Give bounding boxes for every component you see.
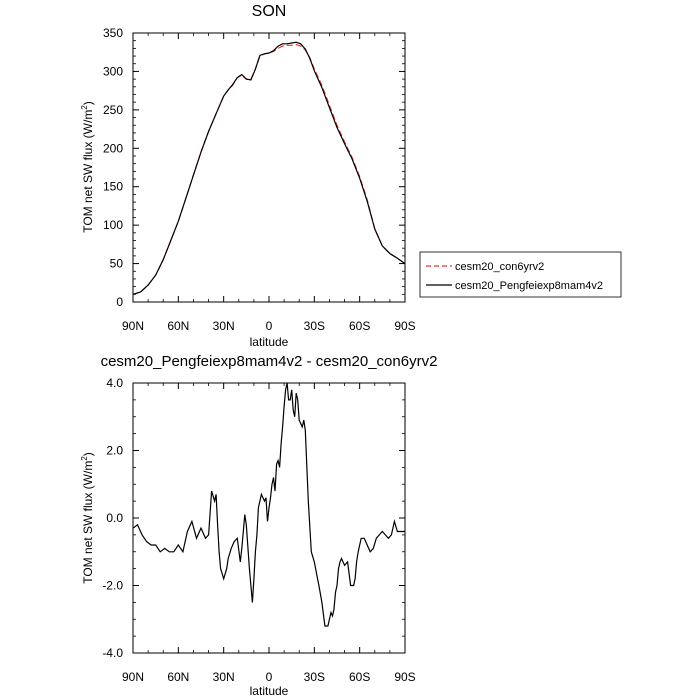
top-x-axis-label: latitude [250, 335, 289, 349]
top-y-tick-label: 200 [103, 141, 123, 155]
bottom-y-tick-label: 0.0 [106, 511, 123, 525]
bottom-series-line-0 [132, 382, 405, 627]
bottom-chart-title: cesm20_Pengfeiexp8mam4v2 - cesm20_con6yr… [101, 353, 438, 370]
top-x-tick-label: 30S [304, 319, 325, 333]
bottom-x-tick-label: 0 [266, 670, 273, 684]
bottom-x-tick-label: 30S [304, 670, 325, 684]
bottom-y-tick-label: -4.0 [102, 646, 123, 660]
top-y-tick-label: 300 [103, 64, 123, 78]
top-plot-frame [132, 32, 406, 303]
top-y-tick-label: 100 [103, 218, 123, 232]
top-series-group [132, 41, 406, 295]
top-x-tick-label: 90S [394, 319, 415, 333]
top-x-tick-label: 90N [122, 319, 144, 333]
bottom-plot-frame [132, 382, 406, 654]
top-x-ticks: 90N 60N 30N 0 30S 60S 90S [122, 33, 416, 333]
bottom-y-tick-label: 4.0 [106, 376, 123, 390]
bottom-x-axis-label: latitude [250, 684, 289, 698]
top-y-tick-label: 50 [110, 257, 124, 271]
top-y-axis-label: TOM net SW flux (W/m2) [80, 101, 95, 233]
bottom-x-ticks: 90N 60N 30N 0 30S 60S 90S [122, 383, 416, 684]
top-y-tick-label: 0 [116, 295, 123, 309]
bottom-y-tick-label: -2.0 [102, 579, 123, 593]
top-x-tick-label: 60N [167, 319, 189, 333]
top-series-line-0 [132, 43, 406, 295]
top-x-tick-label: 0 [266, 319, 273, 333]
legend-frame [419, 251, 622, 298]
bottom-x-tick-label: 30N [213, 670, 235, 684]
top-panel: SON 90N 60N 30N 0 30S 60S 90S 0 50 100 150 200 250 3… [80, 3, 622, 349]
bottom-x-tick-label: 60N [167, 670, 189, 684]
bottom-x-tick-label: 90S [394, 670, 415, 684]
bottom-y-ticks: -4.0 -2.0 0.0 2.0 4.0 [102, 376, 405, 660]
legend: cesm20_con6yrv2 cesm20_Pengfeiexp8mam4v2 [419, 251, 622, 298]
top-chart-title: SON [252, 3, 287, 20]
bottom-y-axis-label-main: TOM net SW flux (W/m [81, 461, 95, 584]
top-y-tick-label: 350 [103, 26, 123, 40]
bottom-y-axis-label-sup: 2 [80, 456, 89, 461]
bottom-y-tick-label: 2.0 [106, 444, 123, 458]
top-series-line-1 [132, 41, 406, 295]
bottom-y-axis-label-close: ) [81, 452, 95, 456]
legend-label-control: cesm20_con6yrv2 [455, 261, 544, 273]
bottom-panel: cesm20_Pengfeiexp8mam4v2 - cesm20_con6yr… [80, 353, 437, 698]
bottom-x-tick-label: 90N [122, 670, 144, 684]
bottom-series-group [132, 382, 405, 627]
top-y-ticks: 0 50 100 150 200 250 300 350 [103, 26, 405, 309]
top-y-axis-label-main: TOM net SW flux (W/m [81, 110, 95, 233]
legend-label-experiment: cesm20_Pengfeiexp8mam4v2 [455, 280, 603, 292]
top-x-tick-label: 30N [213, 319, 235, 333]
top-y-tick-label: 150 [103, 180, 123, 194]
bottom-y-axis-label: TOM net SW flux (W/m2) [80, 452, 95, 584]
bottom-x-tick-label: 60S [349, 670, 370, 684]
top-x-tick-label: 60S [349, 319, 370, 333]
top-y-axis-label-sup: 2 [80, 105, 89, 110]
top-y-tick-label: 250 [103, 103, 123, 117]
top-y-axis-label-close: ) [81, 101, 95, 105]
